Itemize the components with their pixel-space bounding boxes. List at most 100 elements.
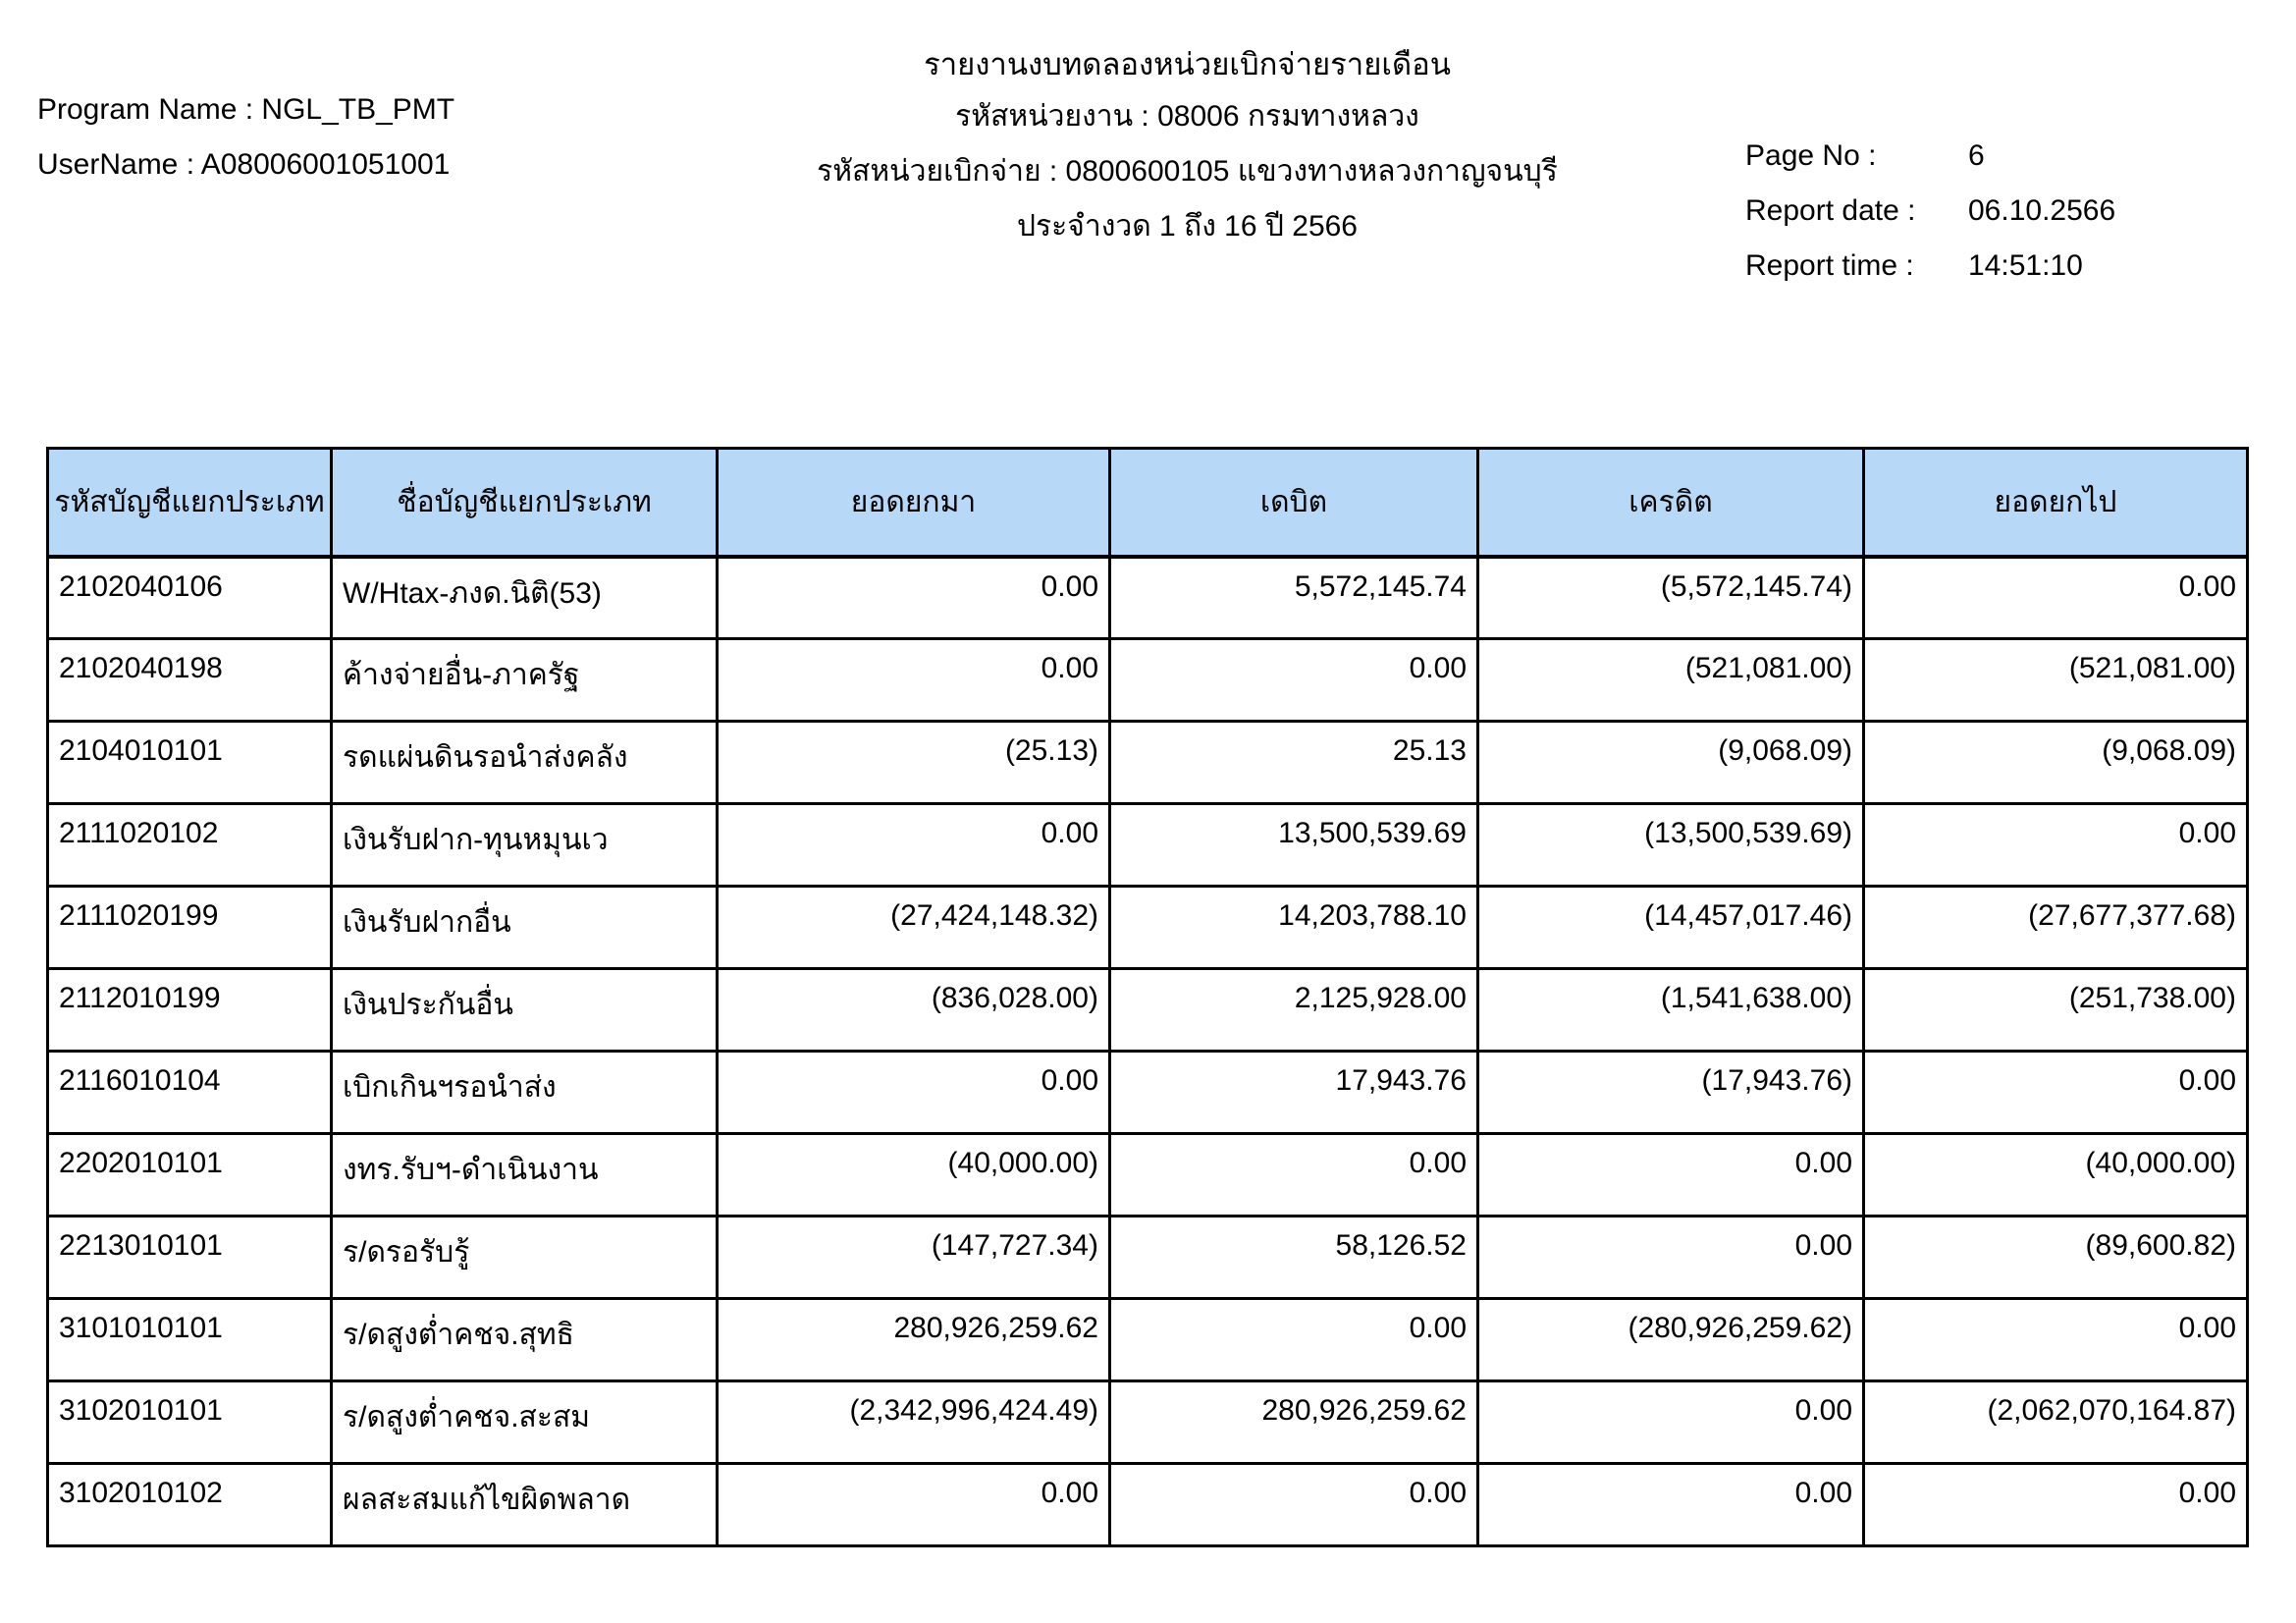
credit-cell: (17,943.76)	[1476, 1050, 1865, 1135]
table-row: 3102010102 ผลสะสมแก้ไขผิดพลาด 0.00 0.00 0.00…	[46, 1462, 2249, 1547]
col-balance-forward: ยอดยกมา	[716, 447, 1111, 559]
debit-cell: 58,126.52	[1108, 1215, 1479, 1300]
account-code-cell: 2213010101	[46, 1215, 333, 1300]
table-row: 3102010101 ร/ดสูงต่ำคชจ.สะสม (2,342,996,42…	[46, 1380, 2249, 1465]
col-credit: เครดิต	[1476, 447, 1865, 559]
report-date-label: Report date :	[1745, 194, 1916, 227]
credit-cell: (13,500,539.69)	[1476, 802, 1865, 888]
header-line-1: Program Name : NGL_TB_PMT รหัสหน่วยงาน :…	[0, 93, 2296, 172]
table-row: 2112010199 เงินประกันอื่น (836,028.00) 2,12…	[46, 967, 2249, 1053]
balance-forward-cell: (2,342,996,424.49)	[716, 1380, 1111, 1465]
balance-forward-cell: (27,424,148.32)	[716, 885, 1111, 970]
carry-forward-cell: (27,677,377.68)	[1862, 885, 2249, 970]
debit-cell: 14,203,788.10	[1108, 885, 1479, 970]
account-code-cell: 2112010199	[46, 967, 333, 1053]
balance-forward-cell: 0.00	[716, 555, 1111, 640]
table-row: 2202010101 งทร.รับฯ-ดำเนินงาน (40,000.00) 0…	[46, 1132, 2249, 1217]
carry-forward-cell: 0.00	[1862, 802, 2249, 888]
col-carry-forward: ยอดยกไป	[1862, 447, 2249, 559]
disbursement-code-text: รหัสหน่วยเบิกจ่าย : 0800600105 แขวงทางหล…	[817, 155, 1558, 188]
account-name-cell: รดแผ่นดินรอนำส่งคลัง	[330, 720, 719, 805]
credit-cell: (521,081.00)	[1476, 637, 1865, 723]
account-name-cell: ร/ดสูงต่ำคชจ.สะสม	[330, 1380, 719, 1465]
credit-cell: 0.00	[1476, 1132, 1865, 1217]
balance-forward-cell: 0.00	[716, 1462, 1111, 1547]
table-body: 2102040106 W/Htax-ภงด.นิติ(53) 0.00 5,572,1…	[46, 555, 2249, 1547]
carry-forward-cell: (89,600.82)	[1862, 1215, 2249, 1300]
debit-cell: 0.00	[1108, 637, 1479, 723]
balance-forward-cell: (147,727.34)	[716, 1215, 1111, 1300]
credit-cell: (5,572,145.74)	[1476, 555, 1865, 640]
balance-forward-cell: 0.00	[716, 802, 1111, 888]
table-row: 2102040198 ค้างจ่ายอื่น-ภาครัฐ 0.00 0.00 (52…	[46, 637, 2249, 723]
credit-cell: 0.00	[1476, 1215, 1865, 1300]
account-name-cell: ร/ดสูงต่ำคชจ.สุทธิ	[330, 1297, 719, 1382]
debit-cell: 17,943.76	[1108, 1050, 1479, 1135]
account-code-cell: 3101010101	[46, 1297, 333, 1382]
table-row: 2116010104 เบิกเกินฯรอนำส่ง 0.00 17,943.76(…	[46, 1050, 2249, 1135]
account-code-cell: 3102010101	[46, 1380, 333, 1465]
account-code-cell: 2202010101	[46, 1132, 333, 1217]
balance-forward-cell: (836,028.00)	[716, 967, 1111, 1053]
carry-forward-cell: (2,062,070,164.87)	[1862, 1380, 2249, 1465]
balance-forward-cell: 0.00	[716, 1050, 1111, 1135]
account-name-cell: เบิกเกินฯรอนำส่ง	[330, 1050, 719, 1135]
report-date-value: 06.10.2566	[1968, 194, 2116, 227]
debit-cell: 280,926,259.62	[1108, 1380, 1479, 1465]
carry-forward-cell: 0.00	[1862, 555, 2249, 640]
account-code-cell: 2104010101	[46, 720, 333, 805]
account-name-cell: เงินรับฝาก-ทุนหมุนเว	[330, 802, 719, 888]
period-text: ประจำงวด 1 ถึง 16 ปี 2566	[1017, 210, 1358, 243]
balance-forward-cell: 280,926,259.62	[716, 1297, 1111, 1382]
carry-forward-cell: 0.00	[1862, 1462, 2249, 1547]
report-time-label: Report time :	[1745, 249, 1914, 282]
table-row: 2102040106 W/Htax-ภงด.นิติ(53) 0.00 5,572,1…	[46, 555, 2249, 640]
username-text: UserName : A08006001051001	[37, 148, 451, 181]
debit-cell: 13,500,539.69	[1108, 802, 1479, 888]
page-no-label: Page No :	[1745, 139, 1877, 172]
report-time-value: 14:51:10	[1968, 249, 2083, 282]
table-row: 3101010101 ร/ดสูงต่ำคชจ.สุทธิ 280,926,259.…	[46, 1297, 2249, 1382]
credit-cell: 0.00	[1476, 1380, 1865, 1465]
credit-cell: (1,541,638.00)	[1476, 967, 1865, 1053]
credit-cell: 0.00	[1476, 1462, 1865, 1547]
table-row: 2213010101 ร/ดรอรับรู้ (147,727.34) 58,126.…	[46, 1215, 2249, 1300]
account-code-cell: 2116010104	[46, 1050, 333, 1135]
balance-forward-cell: (25.13)	[716, 720, 1111, 805]
account-name-cell: ผลสะสมแก้ไขผิดพลาด	[330, 1462, 719, 1547]
table-header: รหัสบัญชีแยกประเภท ชื่อบัญชีแยกประเภท ยอ…	[46, 447, 2249, 559]
table-row: 2111020102 เงินรับฝาก-ทุนหมุนเว 0.00 13,500…	[46, 802, 2249, 888]
debit-cell: 5,572,145.74	[1108, 555, 1479, 640]
account-name-cell: เงินรับฝากอื่น	[330, 885, 719, 970]
debit-cell: 0.00	[1108, 1132, 1479, 1217]
trial-balance-table-wrap: รหัสบัญชีแยกประเภท ชื่อบัญชีแยกประเภท ยอ…	[46, 447, 2249, 1547]
account-name-cell: เงินประกันอื่น	[330, 967, 719, 1053]
carry-forward-cell: (521,081.00)	[1862, 637, 2249, 723]
credit-cell: (14,457,017.46)	[1476, 885, 1865, 970]
col-account-code: รหัสบัญชีแยกประเภท	[46, 447, 333, 559]
credit-cell: (9,068.09)	[1476, 720, 1865, 805]
carry-forward-cell: (9,068.09)	[1862, 720, 2249, 805]
carry-forward-cell: 0.00	[1862, 1297, 2249, 1382]
debit-cell: 0.00	[1108, 1297, 1479, 1382]
debit-cell: 2,125,928.00	[1108, 967, 1479, 1053]
col-account-name: ชื่อบัญชีแยกประเภท	[330, 447, 719, 559]
carry-forward-cell: (40,000.00)	[1862, 1132, 2249, 1217]
table-row: 2111020199 เงินรับฝากอื่น (27,424,148.32) 1…	[46, 885, 2249, 970]
header-line-3: ประจำงวด 1 ถึง 16 ปี 2566 Report time : …	[0, 203, 2296, 282]
agency-code-text: รหัสหน่วยงาน : 08006 กรมทางหลวง	[955, 100, 1419, 133]
page-no-value: 6	[1968, 139, 1985, 172]
balance-forward-cell: 0.00	[716, 637, 1111, 723]
account-code-cell: 2102040198	[46, 637, 333, 723]
col-debit: เดบิต	[1108, 447, 1479, 559]
account-code-cell: 2102040106	[46, 555, 333, 640]
carry-forward-cell: (251,738.00)	[1862, 967, 2249, 1053]
account-name-cell: W/Htax-ภงด.นิติ(53)	[330, 555, 719, 640]
carry-forward-cell: 0.00	[1862, 1050, 2249, 1135]
account-name-cell: ค้างจ่ายอื่น-ภาครัฐ	[330, 637, 719, 723]
balance-forward-cell: (40,000.00)	[716, 1132, 1111, 1217]
report-title: รายงานงบทดลองหน่วยเบิกจ่ายรายเดือน	[924, 47, 1451, 81]
account-code-cell: 2111020199	[46, 885, 333, 970]
account-code-cell: 3102010102	[46, 1462, 333, 1547]
